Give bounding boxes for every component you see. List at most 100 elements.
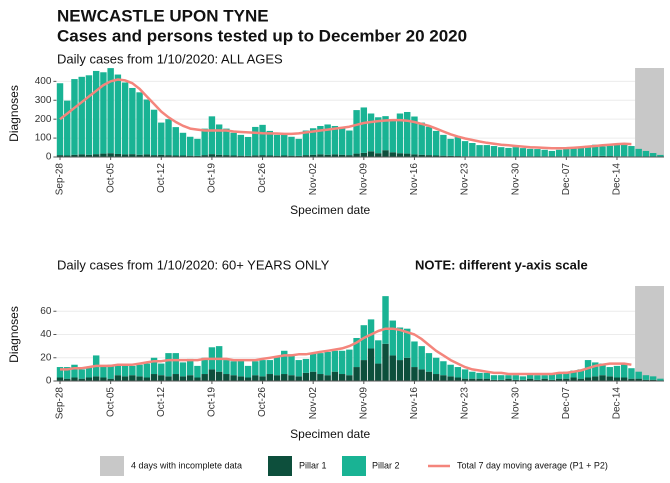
bar-segment [534, 375, 541, 380]
y-tick-label: 20 [40, 352, 52, 363]
bar-segment [64, 367, 71, 379]
bar-segment [201, 374, 208, 381]
bar-segment [382, 150, 389, 157]
bar-segment [150, 357, 158, 375]
bar-segment [353, 153, 360, 157]
bar-segment [505, 375, 512, 379]
bar-segment [295, 376, 302, 381]
bar-segment [158, 122, 165, 155]
bar-segment [396, 360, 404, 381]
x-tick-label: Oct-26 [257, 163, 268, 193]
bar-segment [563, 378, 570, 381]
bar-segment [613, 144, 621, 157]
bar-segment [129, 375, 136, 381]
x-tick-label: Nov-30 [510, 163, 521, 196]
bar-segment [469, 378, 476, 381]
y-tick-label: 100 [35, 133, 52, 144]
bar-segment [396, 113, 404, 154]
bar-segment [121, 376, 129, 381]
bar-segment [346, 349, 353, 376]
bar-segment [252, 126, 259, 156]
bar-segment [418, 346, 425, 370]
legend-label: Pillar 2 [372, 460, 400, 470]
bar-segment [273, 155, 281, 157]
bar-segment [223, 128, 230, 156]
bar-segment [447, 155, 454, 157]
bar-segment [541, 149, 548, 157]
bar-segment [498, 147, 505, 157]
bar-segment [201, 128, 208, 156]
bar-segment [469, 371, 476, 379]
bar-segment [150, 155, 158, 157]
bar-segment [302, 130, 310, 156]
bar-segment [411, 341, 418, 368]
bar-segment [107, 68, 114, 154]
bar-segment [447, 364, 454, 377]
legend-label: Pillar 1 [299, 460, 327, 470]
x-tick-label: Oct-12 [156, 387, 167, 417]
page-title: NEWCASTLE UPON TYNE [57, 6, 269, 25]
x-tick-label: Nov-02 [308, 163, 319, 196]
bar-segment [71, 79, 78, 155]
bar-segment [136, 92, 143, 155]
bar-segment [526, 378, 534, 381]
x-tick-label: Oct-12 [156, 163, 167, 193]
bar-segment [353, 367, 360, 381]
bar-segment [56, 377, 64, 381]
y-tick-label: 400 [35, 76, 52, 87]
bar-segment [273, 134, 281, 156]
bar-segment [187, 155, 194, 157]
bar-segment [165, 119, 172, 156]
bar-segment [635, 148, 642, 157]
bar-segment [375, 153, 382, 157]
bar-segment [237, 134, 245, 156]
bar-segment [288, 375, 295, 381]
x-tick-label: Nov-09 [358, 387, 369, 420]
x-tick-label: Oct-19 [207, 163, 218, 193]
bar-segment [266, 130, 273, 156]
bar-segment [649, 376, 657, 380]
bar-segment [266, 374, 273, 381]
bar-segment [64, 378, 71, 381]
bar-segment [447, 376, 454, 381]
bar-segment [346, 375, 353, 381]
bar-segment [628, 146, 635, 157]
bar-segment [114, 375, 122, 381]
x-tick-label: Oct-05 [105, 163, 116, 193]
bar-segment [425, 353, 433, 372]
x-axis-label: Specimen date [290, 427, 370, 441]
bar-segment [512, 379, 519, 381]
bar-segment [498, 375, 505, 380]
bar-segment [454, 377, 462, 381]
bar-segment [165, 353, 172, 377]
bar-segment [490, 146, 498, 157]
bar-segment [302, 155, 310, 157]
bar-segment [375, 363, 382, 381]
bar-segment [577, 146, 585, 157]
bar-segment [418, 122, 425, 155]
bar-segment [432, 374, 440, 381]
bar-segment [92, 376, 100, 381]
bar-segment [447, 138, 454, 156]
bar-segment [461, 378, 469, 381]
bar-segment [338, 374, 346, 381]
bar-segment [100, 153, 107, 157]
bar-segment [281, 374, 288, 381]
bar-segment [309, 154, 317, 157]
bar-segment [273, 375, 281, 381]
bar-segment [389, 120, 396, 153]
bar-segment [599, 363, 606, 376]
bar-segment [606, 376, 613, 381]
bar-segment [613, 377, 621, 381]
y-tick-label: 60 [40, 306, 52, 317]
bar-segment [483, 378, 490, 381]
bar-segment [599, 155, 606, 157]
bar-segment [360, 360, 368, 381]
bar-segment [309, 353, 317, 372]
x-tick-label: Nov-16 [409, 163, 420, 196]
bar-segment [584, 145, 592, 157]
bar-segment [454, 367, 462, 378]
x-axis-label: Specimen date [290, 203, 370, 217]
x-tick-label: Nov-30 [510, 387, 521, 420]
